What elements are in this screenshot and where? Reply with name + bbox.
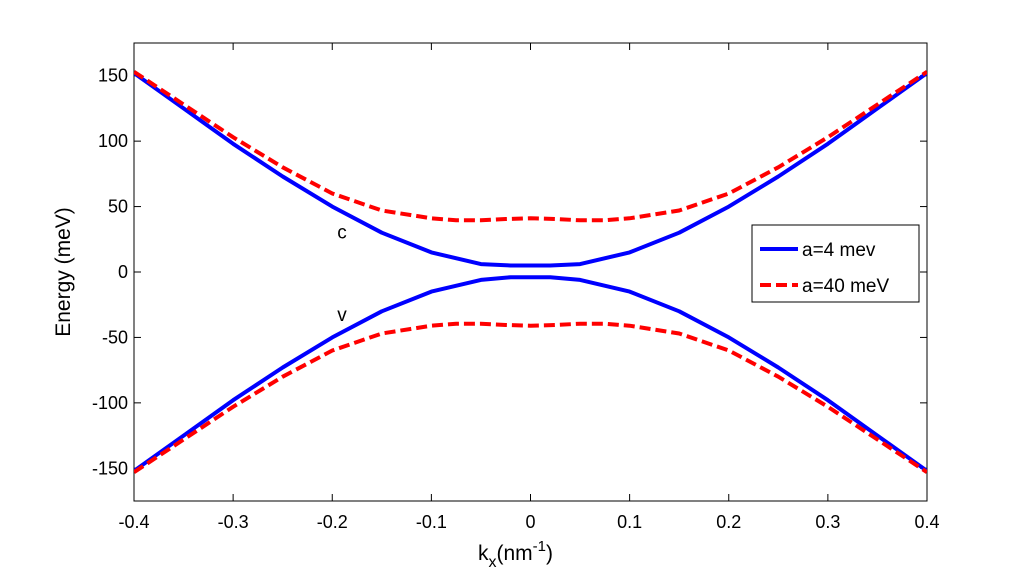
series-line-a40-valence [134,321,927,474]
x-tick-label: 0.2 [716,512,741,532]
legend-label: a=40 meV [802,276,889,297]
x-tick-label: -0.1 [416,512,447,532]
x-axis-label-superscript: -1 [533,538,546,555]
series-line-a40-conduction [134,70,927,223]
x-axis-label: kx(nm-1) [478,538,553,571]
y-tick-label: -150 [92,458,128,478]
band-label-v: v [337,305,347,326]
legend-box [751,224,920,303]
x-axis-label-unit: (nm [497,542,533,565]
x-tick-label: 0.3 [815,512,840,532]
x-axis-label-main: k [478,542,489,565]
x-tick-label: -0.2 [317,512,348,532]
annotations: cv [337,223,347,326]
y-tick-label: 150 [98,66,128,86]
series-line-a4-valence [134,275,927,473]
x-tick-label: 0.4 [914,512,939,532]
y-tick-label: -50 [102,327,128,347]
x-tick-label: 0.1 [617,512,642,532]
legend: a=4 mev a=40 meV [751,224,920,303]
y-tick-label: 100 [98,131,128,151]
x-tick-label: -0.3 [218,512,249,532]
y-tick-label: 0 [118,262,128,282]
x-axis-label-subscript: x [489,554,497,571]
x-axis-label-close: ) [546,542,553,565]
series-layer [134,70,927,474]
y-axis-label: Energy (meV) [52,207,75,337]
x-tick-label: -0.4 [118,512,149,532]
band-label-c: c [337,223,347,244]
x-tick-label: 0 [525,512,535,532]
legend-label: a=4 mev [802,240,876,261]
y-tick-label: 50 [108,197,128,217]
y-tick-label: -100 [92,393,128,413]
series-line-a4-conduction [134,71,927,268]
axis-ticks: -0.4 -0.3 -0.2 -0.1 0 0.1 0.2 0.3 0.4 -150 -100 -50… [92,43,940,532]
axis-labels: Energy (meV) kx(nm-1) [52,207,553,571]
